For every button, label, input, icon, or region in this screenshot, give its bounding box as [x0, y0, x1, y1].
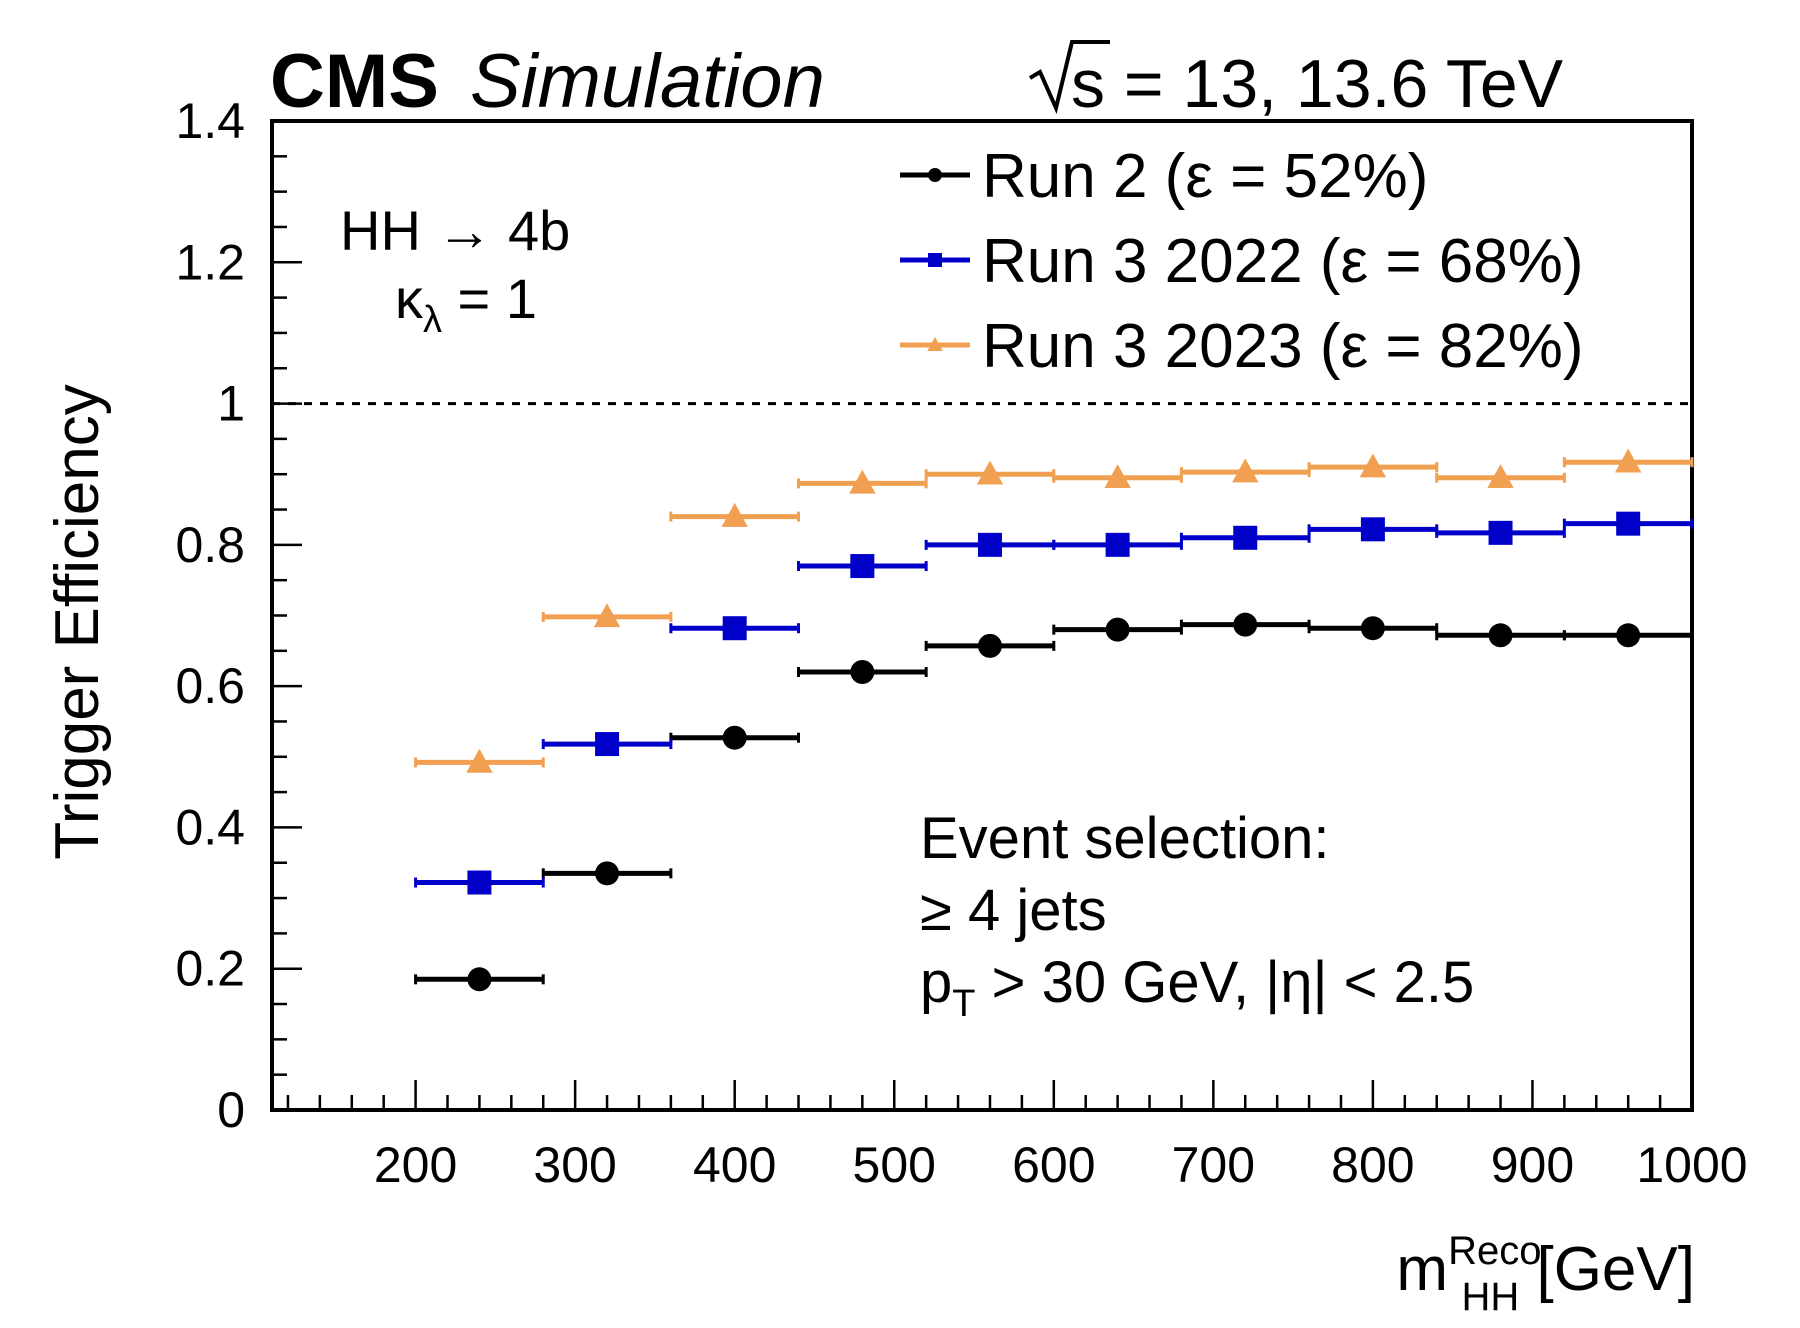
data-point — [1105, 617, 1130, 642]
sqrt-symbol — [1028, 40, 1110, 115]
data-point — [1488, 520, 1513, 545]
data-point — [977, 532, 1002, 557]
data-point — [1616, 511, 1641, 536]
series-group — [414, 448, 1694, 992]
data-point — [721, 502, 748, 527]
data-point — [1616, 623, 1641, 648]
data-point — [1233, 612, 1258, 637]
data-point — [593, 603, 621, 628]
data-point — [1614, 448, 1642, 473]
data-point — [722, 616, 747, 641]
pt-cut: > 30 GeV, |η| < 2.5 — [975, 950, 1474, 1015]
data-point — [976, 460, 1004, 485]
x-axis-title: mReco HH [GeV] — [1396, 1229, 1695, 1319]
simulation-label: Simulation — [470, 39, 825, 124]
y-tick-label: 0.2 — [175, 941, 245, 997]
y-tick-label: 1.2 — [175, 234, 245, 290]
data-point — [1360, 616, 1385, 641]
svg-text:κλ = 1: κλ = 1 — [395, 267, 537, 341]
legend-item: Run 3 2022 (ε = 68%) — [900, 227, 1584, 296]
data-point — [595, 732, 620, 757]
legend: Run 2 (ε = 52%) Run 3 2022 (ε = 68%) Run 3… — [900, 142, 1584, 381]
energy-label: s = 13, 13.6 TeV — [1071, 46, 1564, 122]
data-point — [849, 469, 876, 494]
data-point — [1359, 453, 1387, 478]
data-point — [1360, 517, 1385, 542]
legend-label: Run 3 2023 (ε = 82%) — [982, 312, 1584, 381]
x-title-sub: HH — [1461, 1275, 1519, 1319]
series-run3_2023 — [414, 448, 1694, 773]
y-tick-label: 0.4 — [175, 799, 245, 855]
y-tick-label: 0.8 — [175, 517, 245, 573]
x-tick-label: 600 — [1012, 1137, 1095, 1193]
series-run3_2022 — [414, 511, 1694, 895]
kappa-symbol: κ — [395, 267, 424, 330]
data-point — [977, 633, 1002, 658]
x-tick-label: 1000 — [1636, 1137, 1747, 1193]
data-point — [1104, 464, 1131, 489]
pt-symbol: p — [920, 950, 952, 1015]
data-point — [722, 725, 747, 750]
x-tick-label: 200 — [374, 1137, 457, 1193]
y-axis-title: Trigger Efficiency — [43, 384, 112, 860]
data-point — [1233, 525, 1258, 550]
legend-marker — [928, 168, 942, 182]
x-tick-label: 800 — [1331, 1137, 1414, 1193]
data-point — [466, 748, 493, 773]
kappa-label: κλ = 1 — [395, 267, 537, 341]
data-point — [1488, 623, 1513, 648]
x-tick-label: 400 — [693, 1137, 776, 1193]
kappa-subscript: λ — [423, 299, 442, 341]
x-tick-label: 900 — [1491, 1137, 1574, 1193]
data-point — [467, 967, 492, 992]
pt-subscript: T — [952, 983, 975, 1025]
legend-marker — [927, 337, 943, 351]
x-title-main: m — [1396, 1235, 1448, 1304]
legend-label: Run 3 2022 (ε = 68%) — [982, 227, 1584, 296]
x-tick-label: 500 — [853, 1137, 936, 1193]
data-point — [1232, 458, 1259, 483]
axes: 200 300 400 500 600 700 800 900 1000 0 0.2 0.4 0.6 0.… — [175, 93, 1747, 1193]
data-point — [595, 861, 620, 886]
legend-label: Run 2 (ε = 52%) — [982, 142, 1428, 211]
x-tick-label: 700 — [1172, 1137, 1255, 1193]
legend-marker — [928, 253, 942, 267]
y-tick-label: 0 — [217, 1082, 245, 1138]
y-tick-label: 0.6 — [175, 658, 245, 714]
selection-title: Event selection: — [920, 806, 1329, 871]
process-label: HH → 4b — [340, 199, 570, 262]
x-title-sup: Reco — [1448, 1229, 1541, 1273]
y-tick-label: 1 — [217, 376, 245, 432]
selection-jets: ≥ 4 jets — [920, 878, 1107, 943]
kappa-value: = 1 — [442, 267, 537, 330]
data-point — [1105, 532, 1130, 557]
cms-label: CMS — [270, 39, 439, 124]
series-run2 — [414, 612, 1694, 992]
legend-item: Run 3 2023 (ε = 82%) — [900, 312, 1584, 381]
data-point — [467, 870, 492, 895]
data-point — [1487, 464, 1514, 489]
y-tick-label: 1.4 — [175, 93, 245, 149]
x-tick-label: 300 — [533, 1137, 616, 1193]
x-title-unit: [GeV] — [1519, 1235, 1695, 1304]
selection-pt: pT > 30 GeV, |η| < 2.5 — [920, 950, 1474, 1025]
data-point — [850, 660, 875, 685]
data-point — [850, 554, 875, 579]
legend-item: Run 2 (ε = 52%) — [900, 142, 1428, 211]
